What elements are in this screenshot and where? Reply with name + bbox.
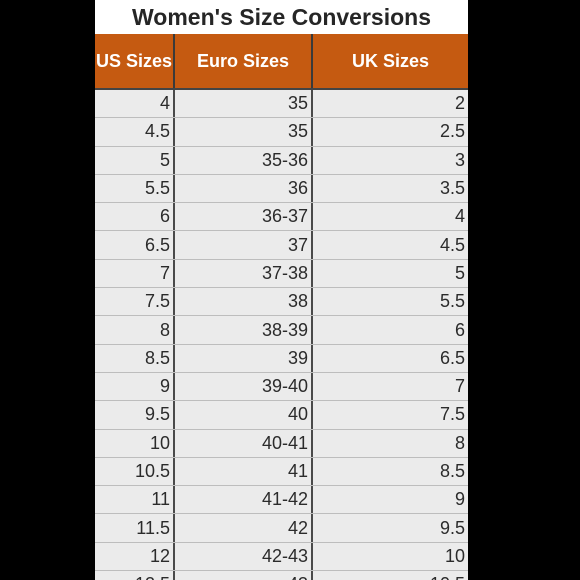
us-size-cell: 8 — [95, 316, 175, 344]
euro-size-cell: 42 — [175, 514, 313, 542]
euro-size-cell: 42-43 — [175, 542, 313, 571]
size-table: US Sizes Euro Sizes UK Sizes 4 35 2 4.5 35 2.… — [95, 34, 468, 580]
us-size-cell: 11.5 — [95, 514, 175, 542]
table-row: 9.5 40 7.5 — [95, 401, 468, 430]
euro-size-cell: 37-38 — [175, 259, 313, 288]
uk-size-cell: 9.5 — [439, 517, 465, 538]
us-size-cell: 7 — [95, 259, 175, 288]
header-uk-sizes: UK Sizes — [351, 50, 430, 71]
uk-size-cell: 7 — [454, 376, 465, 397]
euro-size-cell: 35 — [175, 90, 313, 118]
size-chart-panel: Women's Size Conversions US Sizes Euro S… — [95, 0, 468, 580]
us-size-cell: 10.5 — [95, 457, 175, 486]
us-size-cell: 4 — [95, 90, 175, 118]
table-row: 11 41-42 9 — [95, 486, 468, 515]
table-row: 7.5 38 5.5 — [95, 288, 468, 317]
euro-size-cell: 36-37 — [175, 203, 313, 231]
uk-size-cell: 3 — [454, 149, 465, 170]
us-size-cell: 7.5 — [95, 288, 175, 316]
euro-size-cell: 38-39 — [175, 316, 313, 344]
euro-size-cell: 35-36 — [175, 146, 313, 174]
table-row: 8 38-39 6 — [95, 316, 468, 345]
euro-size-cell: 40-41 — [175, 429, 313, 457]
uk-size-cell: 10.5 — [313, 571, 468, 580]
uk-size-cell: 2 — [454, 93, 465, 114]
us-size-cell: 6 — [95, 203, 175, 231]
table-row: 4 35 2 — [95, 90, 468, 119]
euro-size-cell: 37 — [175, 231, 313, 259]
header-us-sizes: US Sizes — [95, 34, 175, 88]
euro-size-cell: 40 — [175, 401, 313, 429]
us-size-cell: 6.5 — [95, 231, 175, 259]
us-size-cell: 5 — [95, 146, 175, 174]
uk-size-cell: 6.5 — [439, 347, 465, 368]
uk-size-cell: 7.5 — [439, 404, 465, 425]
table-row: 12.54310.5 — [95, 571, 468, 580]
uk-size-cell: 9 — [454, 489, 465, 510]
header-euro-sizes: Euro Sizes — [175, 34, 313, 88]
euro-size-cell: 39-40 — [175, 372, 313, 401]
uk-size-cell: 5 — [454, 262, 465, 283]
table-row: 11.5 42 9.5 — [95, 514, 468, 543]
table-row: 10.5 41 8.5 — [95, 457, 468, 487]
chart-title: Women's Size Conversions — [131, 4, 431, 30]
us-size-cell: 12 — [95, 542, 175, 571]
euro-size-cell: 36 — [175, 174, 313, 203]
euro-size-cell: 38 — [175, 288, 313, 316]
euro-size-cell: 39 — [175, 344, 313, 372]
table-row: 12 42-43 10 — [95, 542, 468, 572]
uk-size-cell: 4.5 — [439, 234, 465, 255]
uk-size-cell: 6 — [454, 319, 465, 340]
table-row: 10 40-41 8 — [95, 429, 468, 458]
table-row: 4.5 35 2.5 — [95, 118, 468, 147]
uk-size-cell: 2.5 — [439, 121, 465, 142]
table-row: 5 35-36 3 — [95, 146, 468, 175]
table-row: 8.5 39 6.5 — [95, 344, 468, 373]
table-body: 4 35 2 4.5 35 2.5 5 35-36 3 5.5 36 3.5 6 36-37 4 6.5 37 4… — [95, 90, 468, 580]
euro-size-cell: 41 — [175, 457, 313, 486]
euro-size-cell: 41-42 — [175, 486, 313, 514]
euro-size-cell: 35 — [175, 118, 313, 146]
uk-size-cell: 8 — [454, 432, 465, 453]
table-row: 6 36-37 4 — [95, 203, 468, 232]
euro-size-cell: 43 — [175, 571, 313, 580]
us-size-cell: 12.5 — [95, 571, 175, 580]
us-size-cell: 9 — [95, 372, 175, 401]
us-size-cell: 8.5 — [95, 344, 175, 372]
table-header: US Sizes Euro Sizes UK Sizes — [95, 34, 468, 90]
uk-size-cell: 10 — [444, 545, 465, 566]
uk-size-cell: 3.5 — [439, 178, 465, 199]
us-size-cell: 4.5 — [95, 118, 175, 146]
uk-size-cell: 4 — [454, 206, 465, 227]
uk-size-cell: 5.5 — [439, 291, 465, 312]
us-size-cell: 10 — [95, 429, 175, 457]
table-row: 7 37-38 5 — [95, 259, 468, 289]
table-row: 9 39-40 7 — [95, 372, 468, 402]
us-size-cell: 11 — [95, 486, 175, 514]
us-size-cell: 5.5 — [95, 174, 175, 203]
uk-size-cell: 8.5 — [439, 461, 465, 481]
table-row: 6.5 37 4.5 — [95, 231, 468, 260]
table-row: 5.5 36 3.5 — [95, 174, 468, 204]
us-size-cell: 9.5 — [95, 401, 175, 429]
